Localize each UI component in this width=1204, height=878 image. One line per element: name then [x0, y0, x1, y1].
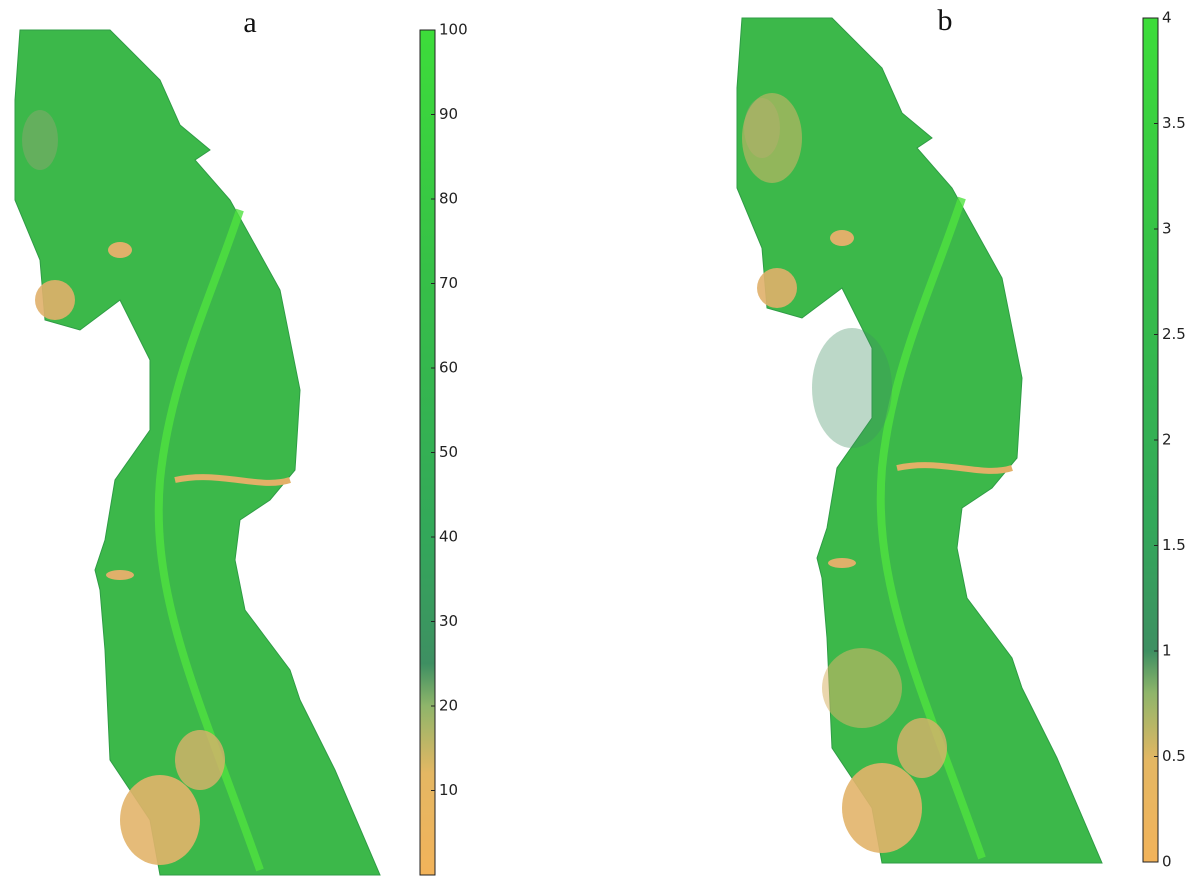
- tick-label: 3.5: [1162, 114, 1186, 132]
- tick-label: 3: [1162, 220, 1172, 238]
- tick-label: 10: [439, 781, 458, 799]
- tick-label: 60: [439, 359, 458, 377]
- tick-label: 80: [439, 190, 458, 208]
- tick-label: 30: [439, 612, 458, 630]
- tick-label: 70: [439, 274, 458, 292]
- tick-label: 0: [1162, 853, 1172, 871]
- map-a: [15, 30, 380, 875]
- panel-label: a: [243, 6, 256, 39]
- tick-label: 50: [439, 443, 458, 461]
- tick-label: 90: [439, 105, 458, 123]
- panel-label: b: [938, 4, 953, 37]
- tick-label: 0.5: [1162, 747, 1186, 765]
- tick-label: 100: [439, 21, 468, 39]
- figure: a 10 20 30 40 50 60 70 80 90 100 b 0 0.5 1 1.5 2 2.5 3 3.5 4: [0, 0, 1204, 878]
- tick-label: 40: [439, 528, 458, 546]
- tick-label: 1: [1162, 642, 1172, 660]
- tick-label: 1.5: [1162, 536, 1186, 554]
- tick-label: 2.5: [1162, 325, 1186, 343]
- tick-label: 2: [1162, 431, 1172, 449]
- tick-label: 20: [439, 697, 458, 715]
- tick-label: 4: [1162, 9, 1172, 27]
